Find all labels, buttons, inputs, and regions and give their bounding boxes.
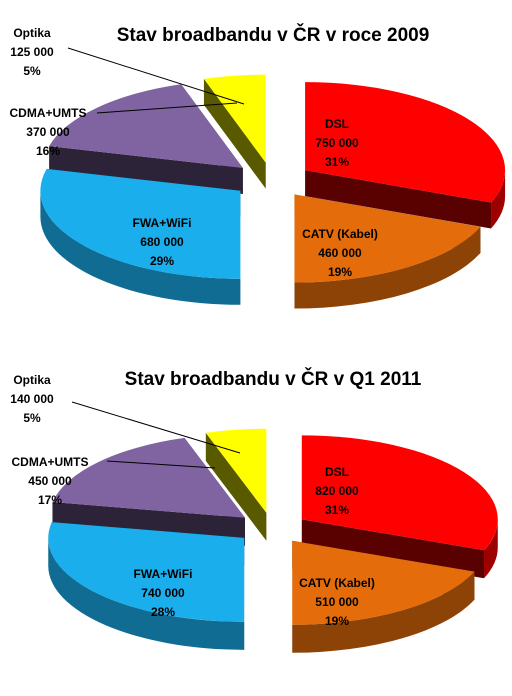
- data-label-name: FWA+WiFi: [133, 216, 192, 230]
- slice-cdma-umts: [49, 84, 243, 194]
- slice-dsl-side: [305, 170, 492, 229]
- data-label-pct: 31%: [325, 155, 349, 169]
- data-label-name: Optika: [13, 373, 51, 387]
- data-label-name: CDMA+UMTS: [12, 455, 89, 469]
- data-label-value: 450 000: [28, 474, 72, 488]
- slice-optika: [205, 428, 267, 541]
- data-label-pct: 29%: [150, 254, 174, 268]
- slice-cdma-umts-top: [52, 437, 245, 518]
- leader-line: [67, 47, 245, 105]
- data-label-pct: 5%: [23, 411, 41, 425]
- data-label-catv-kabel: CATV (Kabel) 510 000 19%: [299, 576, 375, 628]
- data-label-value: 140 000: [10, 392, 54, 406]
- slice-dsl-top: [305, 82, 506, 203]
- chart-title: Stav broadbandu v ČR v Q1 2011: [125, 368, 422, 390]
- slice-optika-side: [205, 432, 267, 541]
- data-label-pct: 28%: [151, 605, 175, 619]
- data-label-value: 460 000: [318, 246, 362, 260]
- data-label-name: CATV (Kabel): [302, 227, 378, 241]
- data-label-dsl: DSL 820 000 31%: [315, 465, 359, 517]
- slice-dsl: [301, 435, 498, 579]
- slice-cdma-umts-top: [49, 84, 243, 168]
- slice-catv-kabel-wall: [292, 571, 475, 653]
- slice-fwa-wifi-top: [40, 168, 241, 279]
- chart-title: Stav broadbandu v ČR v roce 2009: [117, 24, 430, 46]
- data-label-pct: 17%: [38, 493, 62, 507]
- data-label-name: Optika: [13, 26, 51, 40]
- data-label-cdma-umts: CDMA+UMTS 450 000 17%: [12, 455, 89, 507]
- data-label-cdma-umts: CDMA+UMTS 370 000 16%: [10, 106, 87, 158]
- data-label-optika: Optika 140 000 5%: [10, 373, 54, 425]
- data-label-name: CATV (Kabel): [299, 576, 375, 590]
- slice-optika-side: [203, 78, 266, 189]
- slice-fwa-wifi-top: [48, 522, 245, 622]
- data-label-fwa-wifi: FWA+WiFi 680 000 29%: [133, 216, 192, 268]
- slice-fwa-wifi: [48, 522, 245, 650]
- pie-chart-q1-2011: Stav broadbandu v ČR v Q1 2011 DSL 820 00…: [10, 368, 498, 653]
- slice-dsl-wall: [491, 170, 506, 229]
- data-label-pct: 31%: [325, 503, 349, 517]
- data-label-value: 370 000: [26, 125, 70, 139]
- slice-catv-kabel: [292, 540, 475, 653]
- slice-cdma-umts-side: [49, 146, 243, 194]
- data-label-pct: 5%: [23, 64, 41, 78]
- data-label-value: 510 000: [315, 595, 359, 609]
- slice-optika-top: [205, 428, 267, 513]
- data-label-value: 820 000: [315, 484, 359, 498]
- leader-line: [71, 401, 241, 454]
- slice-catv-kabel-top: [292, 540, 475, 625]
- leader-line: [106, 460, 216, 469]
- data-label-name: CDMA+UMTS: [10, 106, 87, 120]
- leader-line: [96, 102, 238, 114]
- data-label-value: 680 000: [140, 235, 184, 249]
- slice-dsl-side: [301, 519, 485, 579]
- data-label-pct: 19%: [325, 614, 349, 628]
- pie-chart-2009: Stav broadbandu v ČR v roce 2009 DSL 750 …: [10, 24, 506, 309]
- data-label-optika: Optika 125 000 5%: [10, 26, 54, 78]
- slice-fwa-wifi: [40, 168, 241, 305]
- slice-dsl-top: [301, 435, 498, 551]
- data-label-dsl: DSL 750 000 31%: [315, 117, 359, 169]
- data-label-name: FWA+WiFi: [134, 567, 193, 581]
- data-label-pct: 19%: [328, 265, 352, 279]
- slice-catv-kabel: [294, 194, 481, 309]
- slice-dsl: [305, 82, 506, 229]
- data-label-name: DSL: [325, 117, 349, 131]
- slice-catv-kabel-wall: [294, 226, 481, 309]
- slice-fwa-wifi-wall: [40, 190, 241, 305]
- data-label-value: 740 000: [141, 586, 185, 600]
- data-label-value: 125 000: [10, 45, 54, 59]
- data-label-fwa-wifi: FWA+WiFi 740 000 28%: [134, 567, 193, 619]
- data-label-value: 750 000: [315, 136, 359, 150]
- data-label-name: DSL: [325, 465, 349, 479]
- slice-fwa-wifi-wall: [48, 537, 245, 650]
- slice-catv-kabel-top: [294, 194, 481, 283]
- data-label-catv-kabel: CATV (Kabel) 460 000 19%: [302, 227, 378, 279]
- slice-dsl-wall: [484, 519, 498, 579]
- data-label-pct: 16%: [36, 144, 60, 158]
